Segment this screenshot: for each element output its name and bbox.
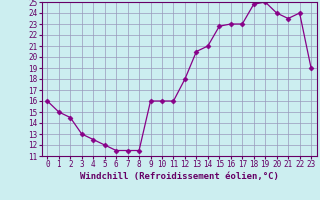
- X-axis label: Windchill (Refroidissement éolien,°C): Windchill (Refroidissement éolien,°C): [80, 172, 279, 181]
